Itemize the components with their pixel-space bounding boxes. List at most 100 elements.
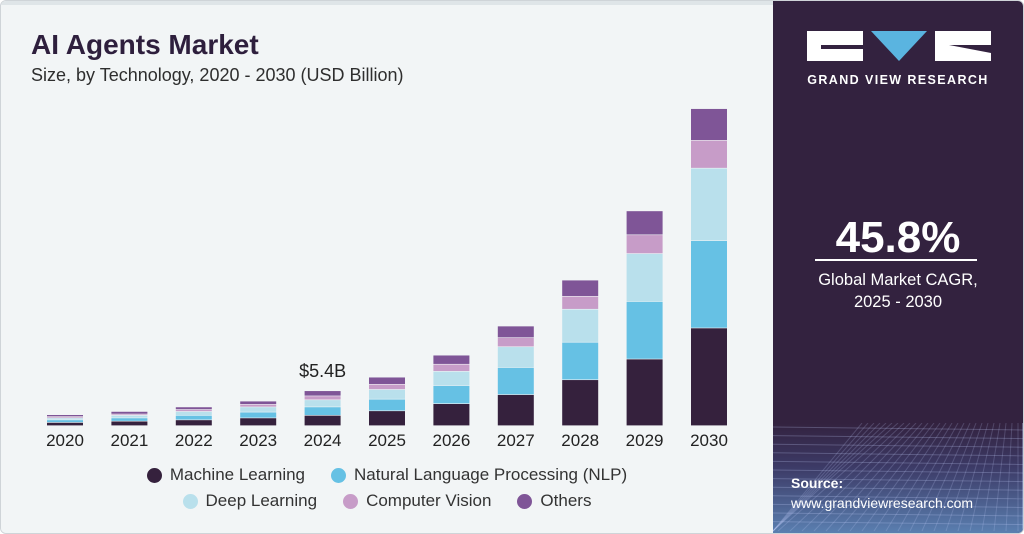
bar-segment-2023-3 (240, 404, 277, 407)
bar-segment-2029-2 (626, 253, 663, 302)
x-tick-label: 2030 (690, 431, 728, 450)
x-tick-label: 2026 (432, 431, 470, 450)
brand-sidebar: GRAND VIEW RESEARCH 45.8% Global Market … (773, 1, 1023, 533)
x-tick-label: 2023 (239, 431, 277, 450)
grid-background (773, 423, 1023, 533)
bar-segment-2028-2 (562, 309, 599, 342)
bar-segment-2027-2 (497, 347, 534, 368)
legend: Machine Learning Natural Language Process… (1, 465, 773, 517)
x-tick-label: 2029 (626, 431, 664, 450)
bar-segment-2028-3 (562, 296, 599, 309)
bar-segment-2023-4 (240, 401, 277, 405)
bar-segment-2027-0 (497, 394, 534, 426)
bar-segment-2022-1 (175, 415, 212, 420)
legend-swatch (517, 493, 533, 509)
bar-segment-2024-3 (304, 396, 341, 400)
legend-item: Machine Learning (146, 465, 306, 485)
bar-segment-2030-4 (691, 108, 727, 141)
bar-segment-2026-2 (433, 371, 470, 386)
bar-segment-2026-4 (433, 355, 470, 364)
bar-segment-2027-1 (497, 367, 534, 395)
cagr-value: 45.8% (835, 213, 961, 262)
bar-segment-2027-3 (497, 338, 534, 347)
cagr-divider (815, 259, 977, 261)
legend-item: Others (517, 491, 591, 511)
bar-segment-2025-4 (369, 377, 405, 384)
legend-item: Natural Language Processing (NLP) (331, 465, 627, 485)
legend-item: Deep Learning (182, 491, 318, 511)
bar-segment-2021-1 (111, 418, 148, 421)
bar-segment-2022-4 (175, 407, 212, 410)
x-tick-label: 2020 (46, 431, 84, 450)
legend-swatch (343, 493, 359, 509)
bar-segment-2030-1 (691, 240, 727, 328)
legend-item: Computer Vision (343, 491, 491, 511)
brand-name: GRAND VIEW RESEARCH (807, 73, 989, 87)
cagr-label: Global Market CAGR, 2025 - 2030 (773, 269, 1023, 313)
x-tick-label: 2028 (561, 431, 599, 450)
legend-label: Others (540, 491, 592, 510)
bar-segment-2025-3 (369, 384, 405, 390)
x-tick-label: 2024 (304, 431, 342, 450)
bar-segment-2028-1 (562, 342, 599, 380)
bar-segment-2024-0 (304, 415, 341, 426)
bar-segment-2024-1 (304, 407, 341, 416)
bar-segment-2029-4 (626, 211, 663, 235)
bar-segment-2029-3 (626, 235, 663, 254)
bar-segment-2025-1 (369, 399, 405, 411)
bar-segment-2021-4 (111, 411, 148, 414)
bar-segment-2020-0 (47, 422, 83, 426)
stacked-bar-chart: 2020 2021 2022 2023 2024 $5.4B 2025 2026 2027 202… (46, 108, 728, 450)
bar-segment-2030-2 (691, 168, 727, 241)
source: Source: www.grandviewresearch.com (791, 473, 973, 513)
bar-segment-2025-2 (369, 389, 405, 399)
gvr-logo (807, 31, 991, 61)
chart-title: AI Agents Market (31, 29, 259, 60)
bar-segment-2024-2 (304, 400, 341, 407)
bar-segment-2029-0 (626, 359, 663, 426)
legend-label: Computer Vision (366, 491, 492, 510)
x-tick-label: 2027 (497, 431, 535, 450)
bar-segment-2020-3 (47, 416, 83, 418)
x-tick-label: 2025 (368, 431, 406, 450)
top-divider (1, 1, 773, 5)
bar-segment-2023-1 (240, 412, 277, 418)
chart-panel: AI Agents Market Size, by Technology, 20… (1, 1, 773, 533)
legend-label: Deep Learning (205, 491, 318, 510)
bar-segment-2023-0 (240, 418, 277, 426)
bar-segment-2020-4 (47, 415, 83, 417)
bar-segment-2020-2 (47, 418, 83, 420)
bar-segment-2026-0 (433, 404, 470, 426)
bar-segment-2023-2 (240, 407, 277, 412)
bar-segment-2021-2 (111, 415, 148, 418)
bar-segment-2022-3 (175, 409, 212, 412)
legend-swatch (146, 467, 162, 483)
source-url[interactable]: www.grandviewresearch.com (791, 495, 974, 511)
bar-segment-2030-0 (691, 328, 727, 426)
bar-segment-2025-0 (369, 411, 405, 426)
source-label: Source: (791, 475, 844, 491)
x-tick-label: 2021 (110, 431, 148, 450)
legend-swatch (331, 467, 347, 483)
bar-segment-2022-0 (175, 420, 212, 426)
bar-segment-2026-1 (433, 385, 470, 404)
cagr-label-line2: 2025 - 2030 (853, 293, 943, 311)
bar-segment-2028-4 (562, 280, 599, 296)
legend-label: Natural Language Processing (NLP) (354, 465, 628, 484)
x-tick-label: 2022 (175, 431, 213, 450)
bar-segment-2020-1 (47, 420, 83, 423)
bar-segment-2026-3 (433, 364, 470, 372)
legend-label: Machine Learning (169, 465, 306, 484)
bar-segment-2021-3 (111, 414, 148, 416)
bar-segment-2024-4 (304, 391, 341, 396)
data-label: $5.4B (299, 361, 346, 381)
bar-segment-2030-3 (691, 140, 727, 168)
bar-segment-2027-4 (497, 326, 534, 338)
legend-swatch (182, 493, 198, 509)
bar-segment-2022-2 (175, 411, 212, 416)
bar-segment-2028-0 (562, 380, 599, 426)
bar-segment-2029-1 (626, 301, 663, 359)
chart-subtitle: Size, by Technology, 2020 - 2030 (USD Bi… (31, 65, 404, 85)
cagr-label-line1: Global Market CAGR, (818, 271, 978, 289)
